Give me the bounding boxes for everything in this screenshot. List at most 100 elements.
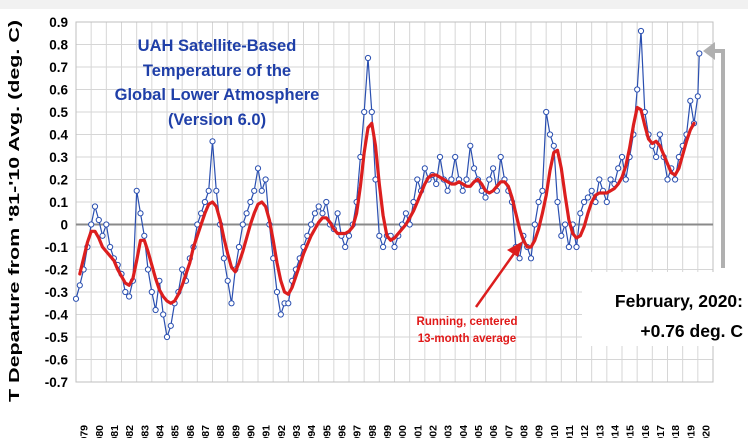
x-tick-label: 2008: [518, 425, 530, 438]
monthly-point: [285, 300, 292, 307]
latest-value-callout: February, 2020: +0.76 deg. C: [582, 42, 744, 346]
title-line-2: Temperature of the: [143, 62, 291, 80]
chart-title: UAH Satellite-Based Temperature of the G…: [115, 37, 320, 129]
monthly-point: [696, 50, 703, 57]
monthly-point: [653, 153, 660, 161]
x-tick-label: 2020: [700, 425, 712, 438]
monthly-point: [220, 255, 227, 262]
x-tick-label: 2015: [625, 425, 637, 438]
y-tick-label: 0.4: [49, 128, 68, 143]
x-tick-label: 1988: [215, 425, 227, 438]
callout-arrowhead: [703, 42, 715, 60]
monthly-point: [634, 86, 641, 93]
running-annotation-line-2: 13-month average: [418, 333, 516, 345]
y-tick-label: 0.7: [49, 60, 68, 75]
monthly-point: [618, 153, 626, 161]
monthly-point: [527, 255, 535, 262]
x-tick-label: 1994: [306, 425, 318, 438]
y-tick-labels: 0.9 0.8 0.7 0.6 0.5 0.4 0.3 0.2 0.1 0 -0.1 -0.2 -0.3…: [45, 15, 69, 390]
monthly-point: [311, 210, 318, 217]
monthly-point: [603, 198, 610, 206]
monthly-point: [471, 165, 478, 172]
monthly-point: [539, 187, 546, 194]
x-tick-label: 2019: [685, 425, 697, 438]
x-tick-label: 1984: [154, 425, 166, 438]
monthly-point: [334, 210, 341, 217]
x-tick-label: 2010: [549, 425, 561, 438]
monthly-point: [239, 221, 246, 228]
x-tick-label: 2014: [609, 425, 621, 438]
monthly-point: [433, 180, 440, 188]
x-tick-label: 2007: [503, 425, 515, 438]
running-average-line: [78, 105, 696, 305]
monthly-point: [573, 243, 580, 251]
monthly-point: [167, 322, 174, 329]
monthly-point: [251, 187, 258, 194]
monthly-point: [137, 210, 144, 217]
monthly-point: [448, 176, 455, 183]
title-line-3: Global Lower Atmosphere: [115, 86, 320, 104]
monthly-point: [497, 153, 504, 161]
monthly-point: [656, 131, 664, 138]
monthly-point: [452, 153, 459, 161]
x-tick-label: 2004: [458, 425, 470, 438]
monthly-point: [247, 198, 254, 206]
monthly-point: [577, 210, 584, 217]
monthly-point: [615, 165, 622, 172]
callout-box: [582, 272, 744, 346]
x-tick-label: 1982: [124, 425, 136, 438]
y-tick-label: -0.6: [45, 353, 69, 368]
x-tick-label: 1997: [352, 425, 364, 438]
y-axis-label: T Departure from '81-'10 Avg. (deg. C): [6, 20, 23, 402]
x-tick-label: 1995: [321, 425, 333, 438]
x-tick-label: 1986: [185, 425, 197, 438]
monthly-point: [546, 131, 554, 138]
monthly-point: [607, 176, 614, 183]
y-tick-label: 0: [60, 218, 68, 233]
monthly-point: [565, 243, 573, 251]
x-tick-label: 1979: [79, 425, 91, 438]
monthly-point: [535, 198, 542, 206]
x-tick-label: 1983: [139, 425, 151, 438]
monthly-point: [141, 232, 148, 239]
x-tick-label: 2009: [534, 425, 546, 438]
x-tick-label: 2005: [473, 425, 485, 438]
x-tick-label: 1989: [230, 425, 242, 438]
monthly-point: [554, 198, 561, 206]
monthly-point: [103, 221, 110, 228]
monthly-point: [122, 288, 129, 296]
y-tick-label: -0.2: [45, 263, 68, 278]
y-tick-label: 0.8: [49, 38, 68, 53]
running-average-series: [78, 105, 696, 305]
monthly-point: [76, 282, 83, 289]
monthly-point: [402, 210, 409, 217]
x-tick-label: 1980: [94, 425, 106, 438]
monthly-point: [319, 210, 326, 217]
running-average-annotation: Running, centered 13-month average: [417, 241, 523, 345]
title-line-4: (Version 6.0): [168, 111, 266, 129]
x-tick-label: 2000: [397, 425, 409, 438]
monthly-point: [243, 210, 250, 217]
monthly-point: [179, 266, 186, 273]
monthly-point: [672, 176, 679, 183]
y-tick-label: -0.4: [45, 308, 69, 323]
monthly-point: [622, 176, 629, 183]
y-tick-label: 0.3: [49, 150, 68, 165]
monthly-point: [421, 165, 428, 172]
monthly-point: [235, 243, 243, 251]
monthly-point: [323, 198, 330, 206]
x-tick-label: 2011: [564, 425, 576, 438]
x-tick-label: 2012: [579, 425, 591, 438]
monthly-point: [126, 293, 133, 300]
monthly-point: [562, 221, 569, 228]
monthly-point: [664, 176, 671, 183]
monthly-point: [163, 333, 171, 341]
x-tick-label: 2001: [412, 425, 424, 438]
monthly-point: [368, 108, 375, 116]
monthly-point: [205, 187, 212, 194]
monthly-point: [315, 203, 322, 210]
running-annotation-arrowhead: [507, 241, 523, 257]
monthly-point: [459, 187, 466, 194]
y-tick-label: 0.9: [49, 15, 68, 30]
